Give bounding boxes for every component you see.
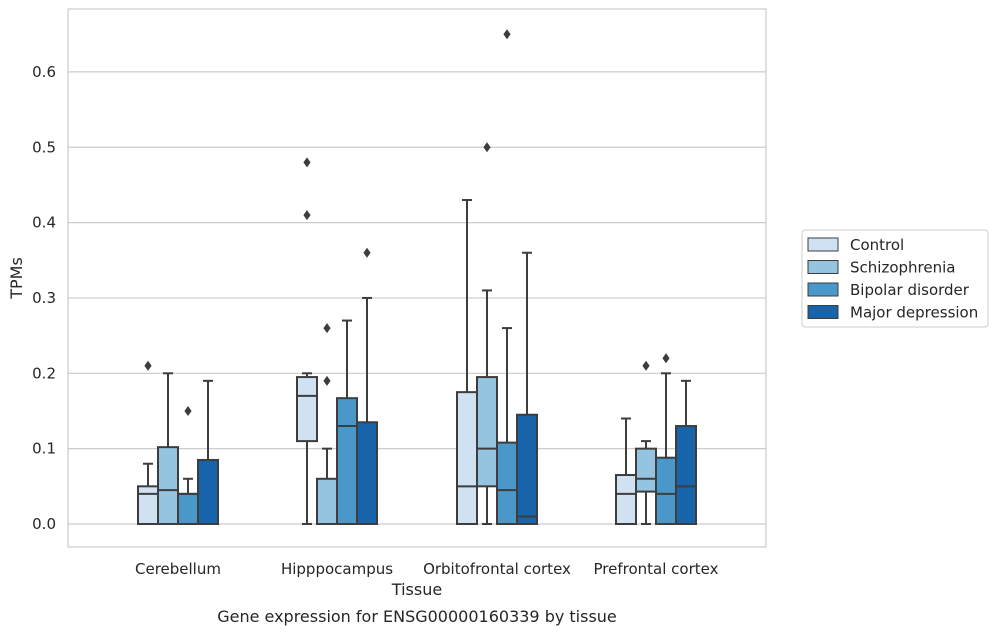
box-body [157,446,179,526]
box-body [356,421,378,525]
y-tick-label: 0.4 [32,214,56,232]
box-body [655,456,677,525]
y-tick-label: 0.6 [32,63,56,81]
box-body [516,413,538,525]
outlier-point [662,353,670,364]
box-body [675,425,697,526]
box [516,251,538,525]
outlier-point [483,142,491,153]
box [137,360,159,526]
legend-swatch [807,305,839,319]
box-body [476,376,498,488]
box-body [496,441,518,526]
plot-frame [67,8,767,548]
series-major-depression [197,247,697,526]
outlier-point [323,375,331,386]
x-tick-label: Hipppocampus [281,560,393,578]
outlier-point [642,360,650,371]
box-body [137,485,159,526]
outlier-point [303,157,311,168]
box [635,360,657,525]
box [157,372,179,526]
x-tick-label: Orbitofrontal cortex [423,560,571,578]
box [177,405,199,525]
y-tick-label: 0.5 [32,138,56,156]
legend-label: Schizophrenia [850,259,955,277]
y-tick-label: 0.2 [32,364,56,382]
y-tick-label: 0.1 [32,440,56,458]
legend-swatch [807,282,839,297]
legend-label: Major depression [850,304,978,322]
box [296,157,318,525]
x-tick-labels: Cerebellum Hipppocampus Orbitofrontal cort… [135,560,719,578]
box [456,198,478,526]
box [476,142,498,525]
outlier-point [184,405,192,416]
chart-caption: Gene expression for ENSG00000160339 by t… [217,607,617,626]
x-axis-label: Tissue [391,580,442,599]
legend: Control Schizophrenia Bipolar disorder Majo… [801,229,989,328]
box [197,379,219,526]
y-gridlines [68,71,766,525]
y-tick-label: 0.3 [32,289,56,307]
legend-frame [801,229,989,328]
box-body [635,447,657,493]
legend-swatch [807,260,839,274]
series-bipolar-disorder [177,29,677,526]
box [336,319,358,525]
y-axis-label: TPMs [7,257,26,300]
box [356,247,378,525]
y-tick-label: 0.0 [32,515,56,533]
box-body [177,492,199,525]
legend-swatch [807,237,839,252]
outlier-point [144,360,152,371]
box-body [316,477,338,526]
x-tick-label: Prefrontal cortex [594,560,719,578]
outlier-point [363,247,371,258]
x-tick-label: Cerebellum [135,560,221,578]
series-schizophrenia [157,142,657,526]
box-series [137,29,697,526]
legend-label: Control [850,236,904,254]
box-body [336,397,358,525]
legend-label: Bipolar disorder [850,281,970,299]
box-body [615,474,637,525]
box-body [456,391,478,526]
outlier-point [303,210,311,221]
box-body [296,376,318,443]
box [615,417,637,525]
box [316,323,338,526]
series-control [137,157,637,526]
box [675,379,697,526]
box [496,29,518,526]
outlier-point [323,323,331,334]
box [655,353,677,525]
outlier-point [503,29,511,40]
y-tick-labels: 0.0 0.1 0.2 0.3 0.4 0.5 0.6 [32,63,56,533]
box-body [197,458,219,526]
